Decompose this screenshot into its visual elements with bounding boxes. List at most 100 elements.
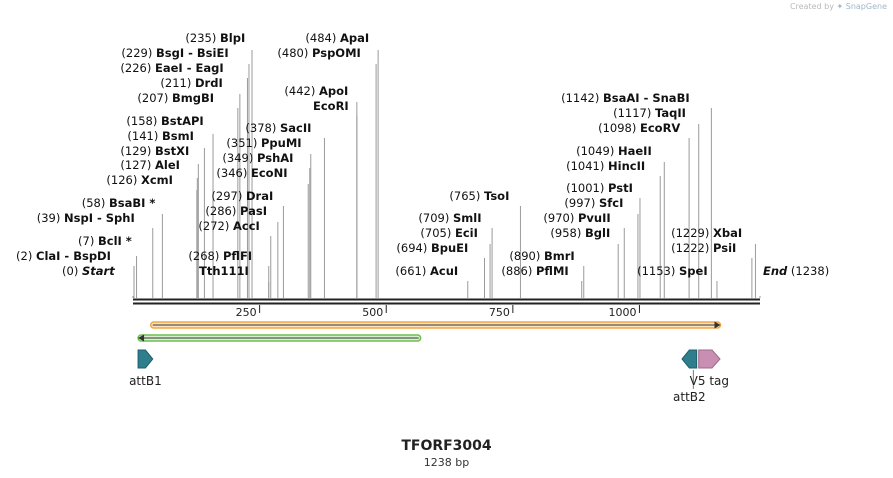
ruler-tick-label: 250 [236,306,257,319]
site-isoschizomer: - BsiEI [184,46,228,60]
site-name: BsgI [156,46,184,60]
site-name: BsaBI * [109,196,155,210]
site-name: NspI [64,211,93,225]
site-name: HincII [608,159,645,173]
map-length: 1238 bp [423,456,470,469]
site-label-ecori: EcoRI [313,99,349,113]
site-label-pflfi: (268) PflFI [188,249,252,263]
site-label-bsaai: (1142) BsaAI - SnaBI [561,91,690,105]
site-name: BstAPI [161,114,204,128]
site-position: (890) [509,249,544,263]
site-position: (484) [305,31,340,45]
site-label-bsgi: (229) BsgI - BsiEI [121,46,228,60]
site-label-sfci: (997) SfcI [564,196,623,210]
site-label-drai: (297) DraI [211,189,273,203]
site-position: (694) [396,241,431,255]
feature-label-attB1: attB1 [129,374,162,388]
site-position: (1041) [566,159,608,173]
site-name: ApoI [319,84,348,98]
feature-attB2 [681,349,698,369]
site-position: (126) [106,173,141,187]
ruler-tick-label: 500 [362,306,383,319]
site-label-end: End (1238) [763,264,829,278]
site-name: BclI * [98,234,132,248]
site-position: (349) [222,151,257,165]
site-position: (997) [564,196,599,210]
site-position: (1142) [561,91,603,105]
site-name: BmgBI [172,91,214,105]
site-name: BstXI [155,144,189,158]
site-isoschizomer: - BspDI [60,249,110,263]
site-position: (709) [418,211,453,225]
site-position: (705) [420,226,455,240]
site-name: BlpI [220,31,245,45]
site-position: (141) [127,129,162,143]
site-label-pvuii: (970) PvuII [543,211,610,225]
site-label-bmgbi: (207) BmgBI [137,91,214,105]
credit-brand: SnapGene [845,2,887,11]
site-label-tth111i: Tth111I [199,264,249,278]
site-position: (286) [205,204,240,218]
site-position: (346) [216,166,251,180]
feature-orange-orf-arrowhead [714,321,721,329]
site-name: EcoRV [640,121,680,135]
site-name: DrdI [195,76,223,90]
site-name: TsoI [484,189,509,203]
site-label-bsabi: (58) BsaBI * [82,196,156,210]
site-position: (1229) [671,226,713,240]
site-name: AcuI [430,264,458,278]
snapgene-logo: ✦ [836,2,844,11]
site-position: (272) [198,219,233,233]
site-position: (158) [126,114,161,128]
site-name: End [763,264,788,278]
site-name: SacII [280,121,311,135]
site-position: (1222) [671,241,713,255]
site-label-taqii: (1117) TaqII [613,106,686,120]
site-position: (765) [449,189,484,203]
site-position: (39) [37,211,64,225]
site-name: SpeI [679,264,708,278]
site-name: PflFI [223,249,252,263]
site-name: PstI [608,181,633,195]
site-position: (1098) [598,121,640,135]
site-label-pasi: (286) PasI [205,204,267,218]
site-position: (442) [284,84,319,98]
site-position: (351) [226,136,261,150]
site-label-drdi: (211) DrdI [160,76,222,90]
feature-label-v5-tag: V5 tag [690,374,729,388]
site-name: EcoNI [251,166,287,180]
site-position: (2) [16,249,36,263]
site-name: PflMI [536,264,569,278]
site-label-nspi: (39) NspI - SphI [37,211,135,225]
site-name: PshAI [257,151,293,165]
site-name: EcoRI [313,99,349,113]
site-position: (7) [78,234,98,248]
site-name: XbaI [713,226,742,240]
site-name: ClaI [36,249,60,263]
site-name: BglI [585,226,610,240]
site-label-bgli: (958) BglI [550,226,610,240]
site-position: (378) [245,121,280,135]
site-label-eaei: (226) EaeI - EagI [120,61,223,75]
site-name: AccI [233,219,260,233]
site-position: (207) [137,91,172,105]
site-name: BsmI [162,129,194,143]
site-position: (1117) [613,106,655,120]
site-position: (1049) [576,144,618,158]
site-position: (226) [120,61,155,75]
site-position: (958) [550,226,585,240]
feature-green-orf-arrowhead [138,334,145,342]
site-position: (211) [160,76,195,90]
site-name: PvuII [578,211,611,225]
map-title: TFORF3004 [401,438,492,454]
site-label-pspomi: (480) PspOMI [277,46,360,60]
site-label-psii: (1222) PsiI [671,241,736,255]
site-name: EciI [455,226,478,240]
site-position: (0) [62,264,82,278]
site-name: TaqII [655,106,686,120]
feature-label-attB2: attB2 [673,390,706,404]
site-name: BpuEI [431,241,468,255]
site-name: ApaI [340,31,369,45]
site-name: BmrI [544,249,575,263]
